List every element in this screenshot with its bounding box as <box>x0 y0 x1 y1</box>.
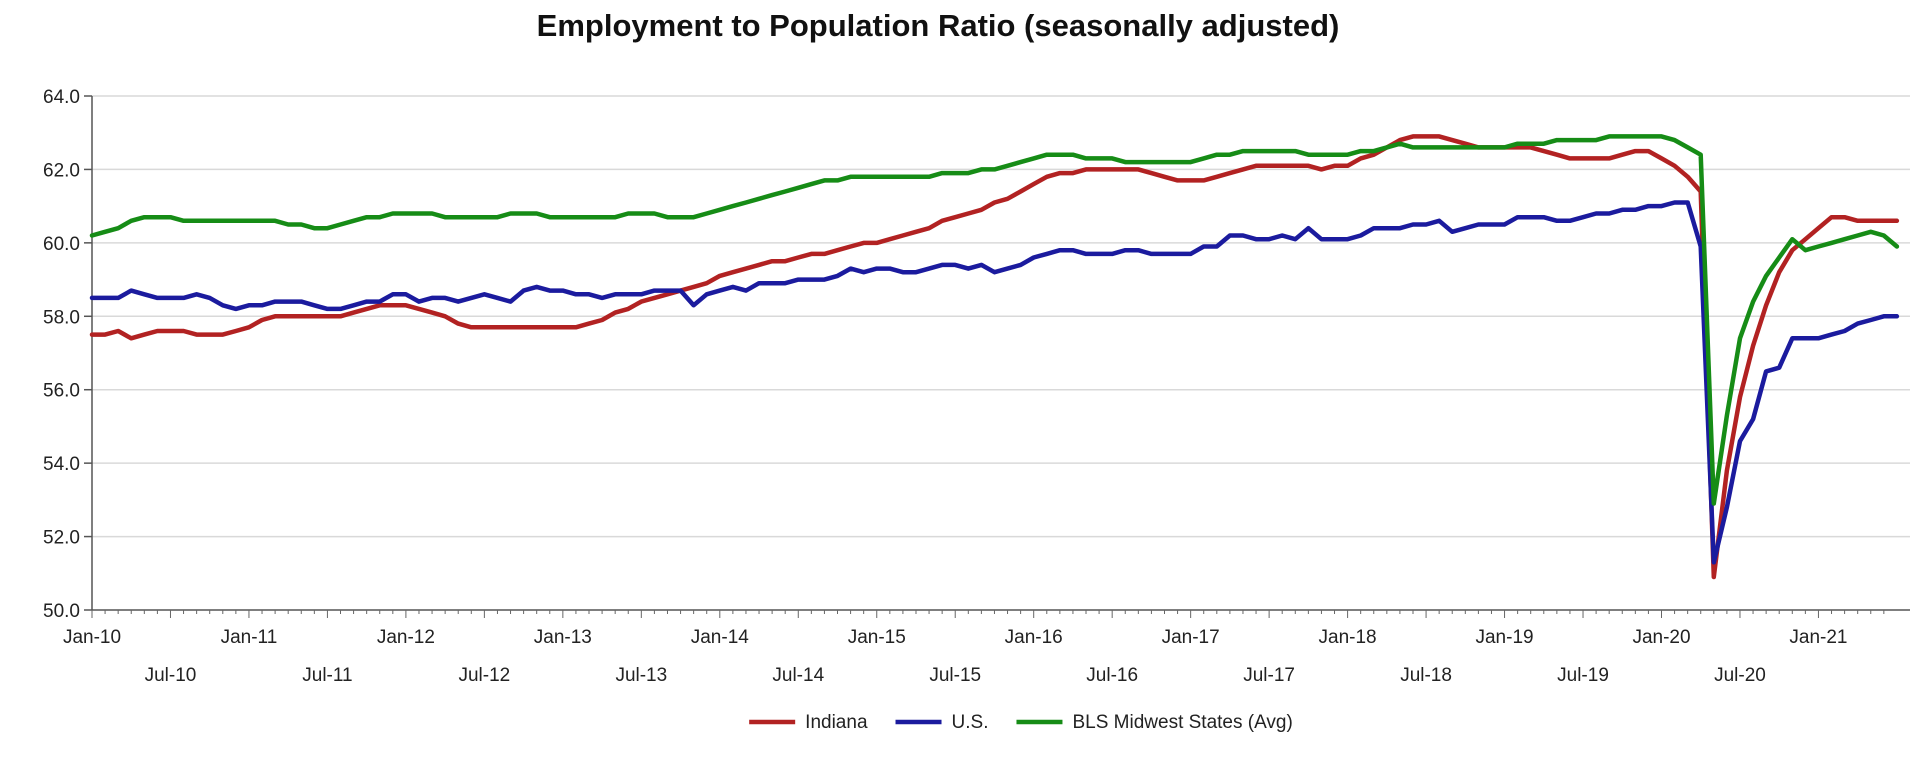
x-tick-label: Jan-20 <box>1632 627 1690 648</box>
y-tick-label: 52.0 <box>43 528 80 549</box>
x-tick-label: Jan-15 <box>848 627 906 648</box>
x-tick-label: Jan-19 <box>1475 627 1533 648</box>
chart-title: Employment to Population Ratio (seasonal… <box>537 8 1340 43</box>
y-axis-tick-labels: 50.0 52.0 54.0 56.0 58.0 60.0 62.0 64.0 <box>43 87 80 622</box>
y-tick-label: 60.0 <box>43 234 80 255</box>
y-tick-label: 62.0 <box>43 160 80 181</box>
x-tick-label: Jan-11 <box>221 627 278 648</box>
x-tick-label: Jan-14 <box>691 627 750 648</box>
x-tick-label: Jul-16 <box>1086 665 1138 686</box>
legend: Indiana U.S. BLS Midwest States (Avg) <box>749 712 1293 733</box>
x-tick-label: Jul-17 <box>1243 665 1295 686</box>
legend-label-2: BLS Midwest States (Avg) <box>1072 712 1292 733</box>
x-tick-label: Jan-10 <box>63 627 121 648</box>
y-tick-label: 54.0 <box>43 454 80 475</box>
x-tick-label: Jan-21 <box>1789 627 1847 648</box>
series-lines <box>89 134 1900 580</box>
x-tick-label: Jan-12 <box>377 627 435 648</box>
x-tick-label: Jul-10 <box>145 665 197 686</box>
series-line-0 <box>89 134 1900 580</box>
y-tick-label: 56.0 <box>43 381 80 402</box>
x-tick-label: Jan-13 <box>534 627 592 648</box>
x-tick-label: Jul-18 <box>1400 665 1452 686</box>
x-tick-label: Jul-11 <box>302 665 352 686</box>
series-line-1 <box>89 200 1900 565</box>
x-tick-label: Jul-13 <box>615 665 667 686</box>
y-tick-label: 50.0 <box>43 601 80 622</box>
x-tick-label: Jan-17 <box>1162 627 1220 648</box>
x-axis-tick-labels: Jan-10 Jan-11 Jan-12 Jan-13 Jan-14 Jan-15 Jan-… <box>63 627 1848 686</box>
x-tick-label: Jan-16 <box>1005 627 1063 648</box>
x-tick-label: Jul-12 <box>458 665 510 686</box>
grid-lines <box>92 95 1910 538</box>
legend-label-1: U.S. <box>952 712 989 733</box>
y-tick-label: 58.0 <box>43 307 80 328</box>
x-tick-label: Jul-20 <box>1714 665 1766 686</box>
x-tick-label: Jul-14 <box>772 665 824 686</box>
series-line-2 <box>89 134 1900 506</box>
axes <box>84 95 1910 618</box>
legend-label-0: Indiana <box>805 712 868 733</box>
x-tick-label: Jul-19 <box>1557 665 1609 686</box>
x-tick-label: Jul-15 <box>929 665 981 686</box>
x-tick-label: Jan-18 <box>1319 627 1377 648</box>
y-tick-label: 64.0 <box>43 87 80 108</box>
